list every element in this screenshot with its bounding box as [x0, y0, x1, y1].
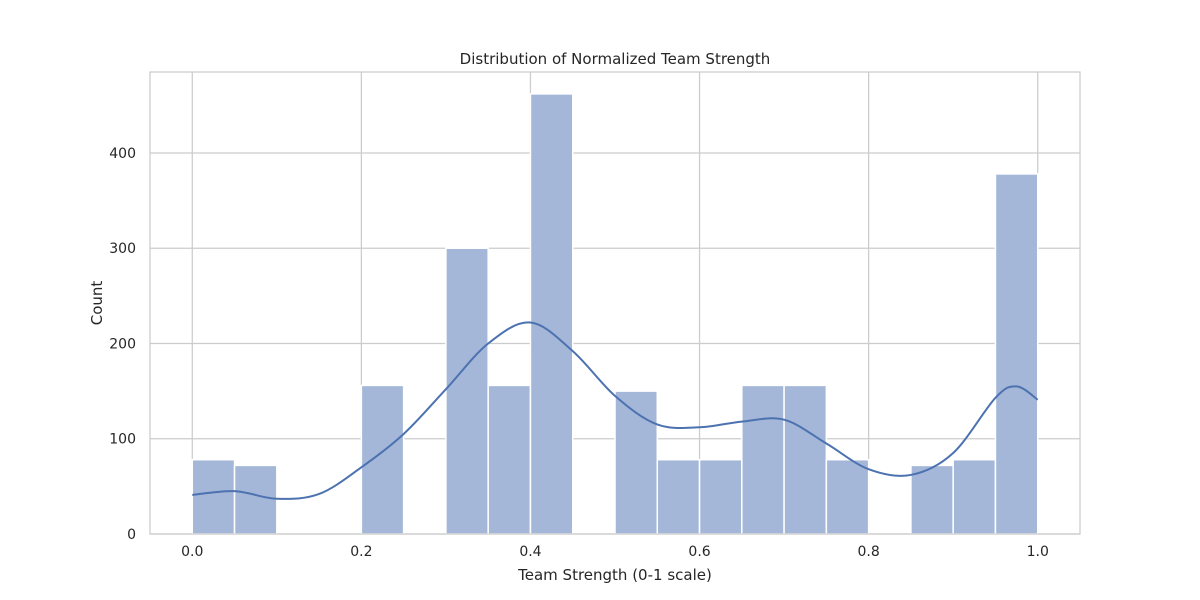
y-tick-label: 0 [127, 527, 136, 543]
x-tick-label: 1.0 [1027, 544, 1049, 560]
y-tick-label: 300 [109, 241, 136, 257]
plot-frame [149, 71, 1081, 535]
y-tick-label: 400 [109, 146, 136, 162]
histogram-bar [233, 464, 278, 535]
x-tick-label: 0.2 [350, 544, 372, 560]
y-tick-label: 100 [109, 432, 136, 448]
histogram-bar [656, 458, 701, 535]
x-axis-ticks: 0.0 0.2 0.4 0.6 0.8 1.0 [181, 544, 1049, 560]
x-tick-label: 0.6 [688, 544, 710, 560]
y-axis-ticks: 0 100 200 300 400 [109, 146, 136, 543]
histogram-bar [994, 173, 1039, 535]
kde-curve [192, 321, 1039, 500]
histogram-bar [360, 384, 405, 535]
histogram-bars [191, 93, 1039, 535]
chart-title: Distribution of Normalized Team Strength [460, 50, 771, 68]
histogram-bar [825, 458, 870, 535]
x-axis-label: Team Strength (0-1 scale) [517, 566, 712, 584]
histogram-bar [191, 458, 236, 535]
y-axis-label: Count [88, 281, 106, 326]
histogram-bar [445, 247, 489, 535]
histogram-bar [783, 384, 828, 535]
histogram-bar [529, 93, 574, 535]
histogram-bar [952, 458, 997, 535]
y-tick-label: 200 [109, 336, 136, 352]
histogram-bar [910, 464, 954, 535]
x-tick-label: 0.4 [519, 544, 541, 560]
histogram-bar [741, 384, 785, 535]
histogram-bar [698, 458, 743, 535]
histogram-bar [487, 384, 532, 535]
x-tick-label: 0.8 [858, 544, 880, 560]
x-tick-label: 0.0 [181, 544, 203, 560]
histogram-bar [614, 390, 659, 535]
